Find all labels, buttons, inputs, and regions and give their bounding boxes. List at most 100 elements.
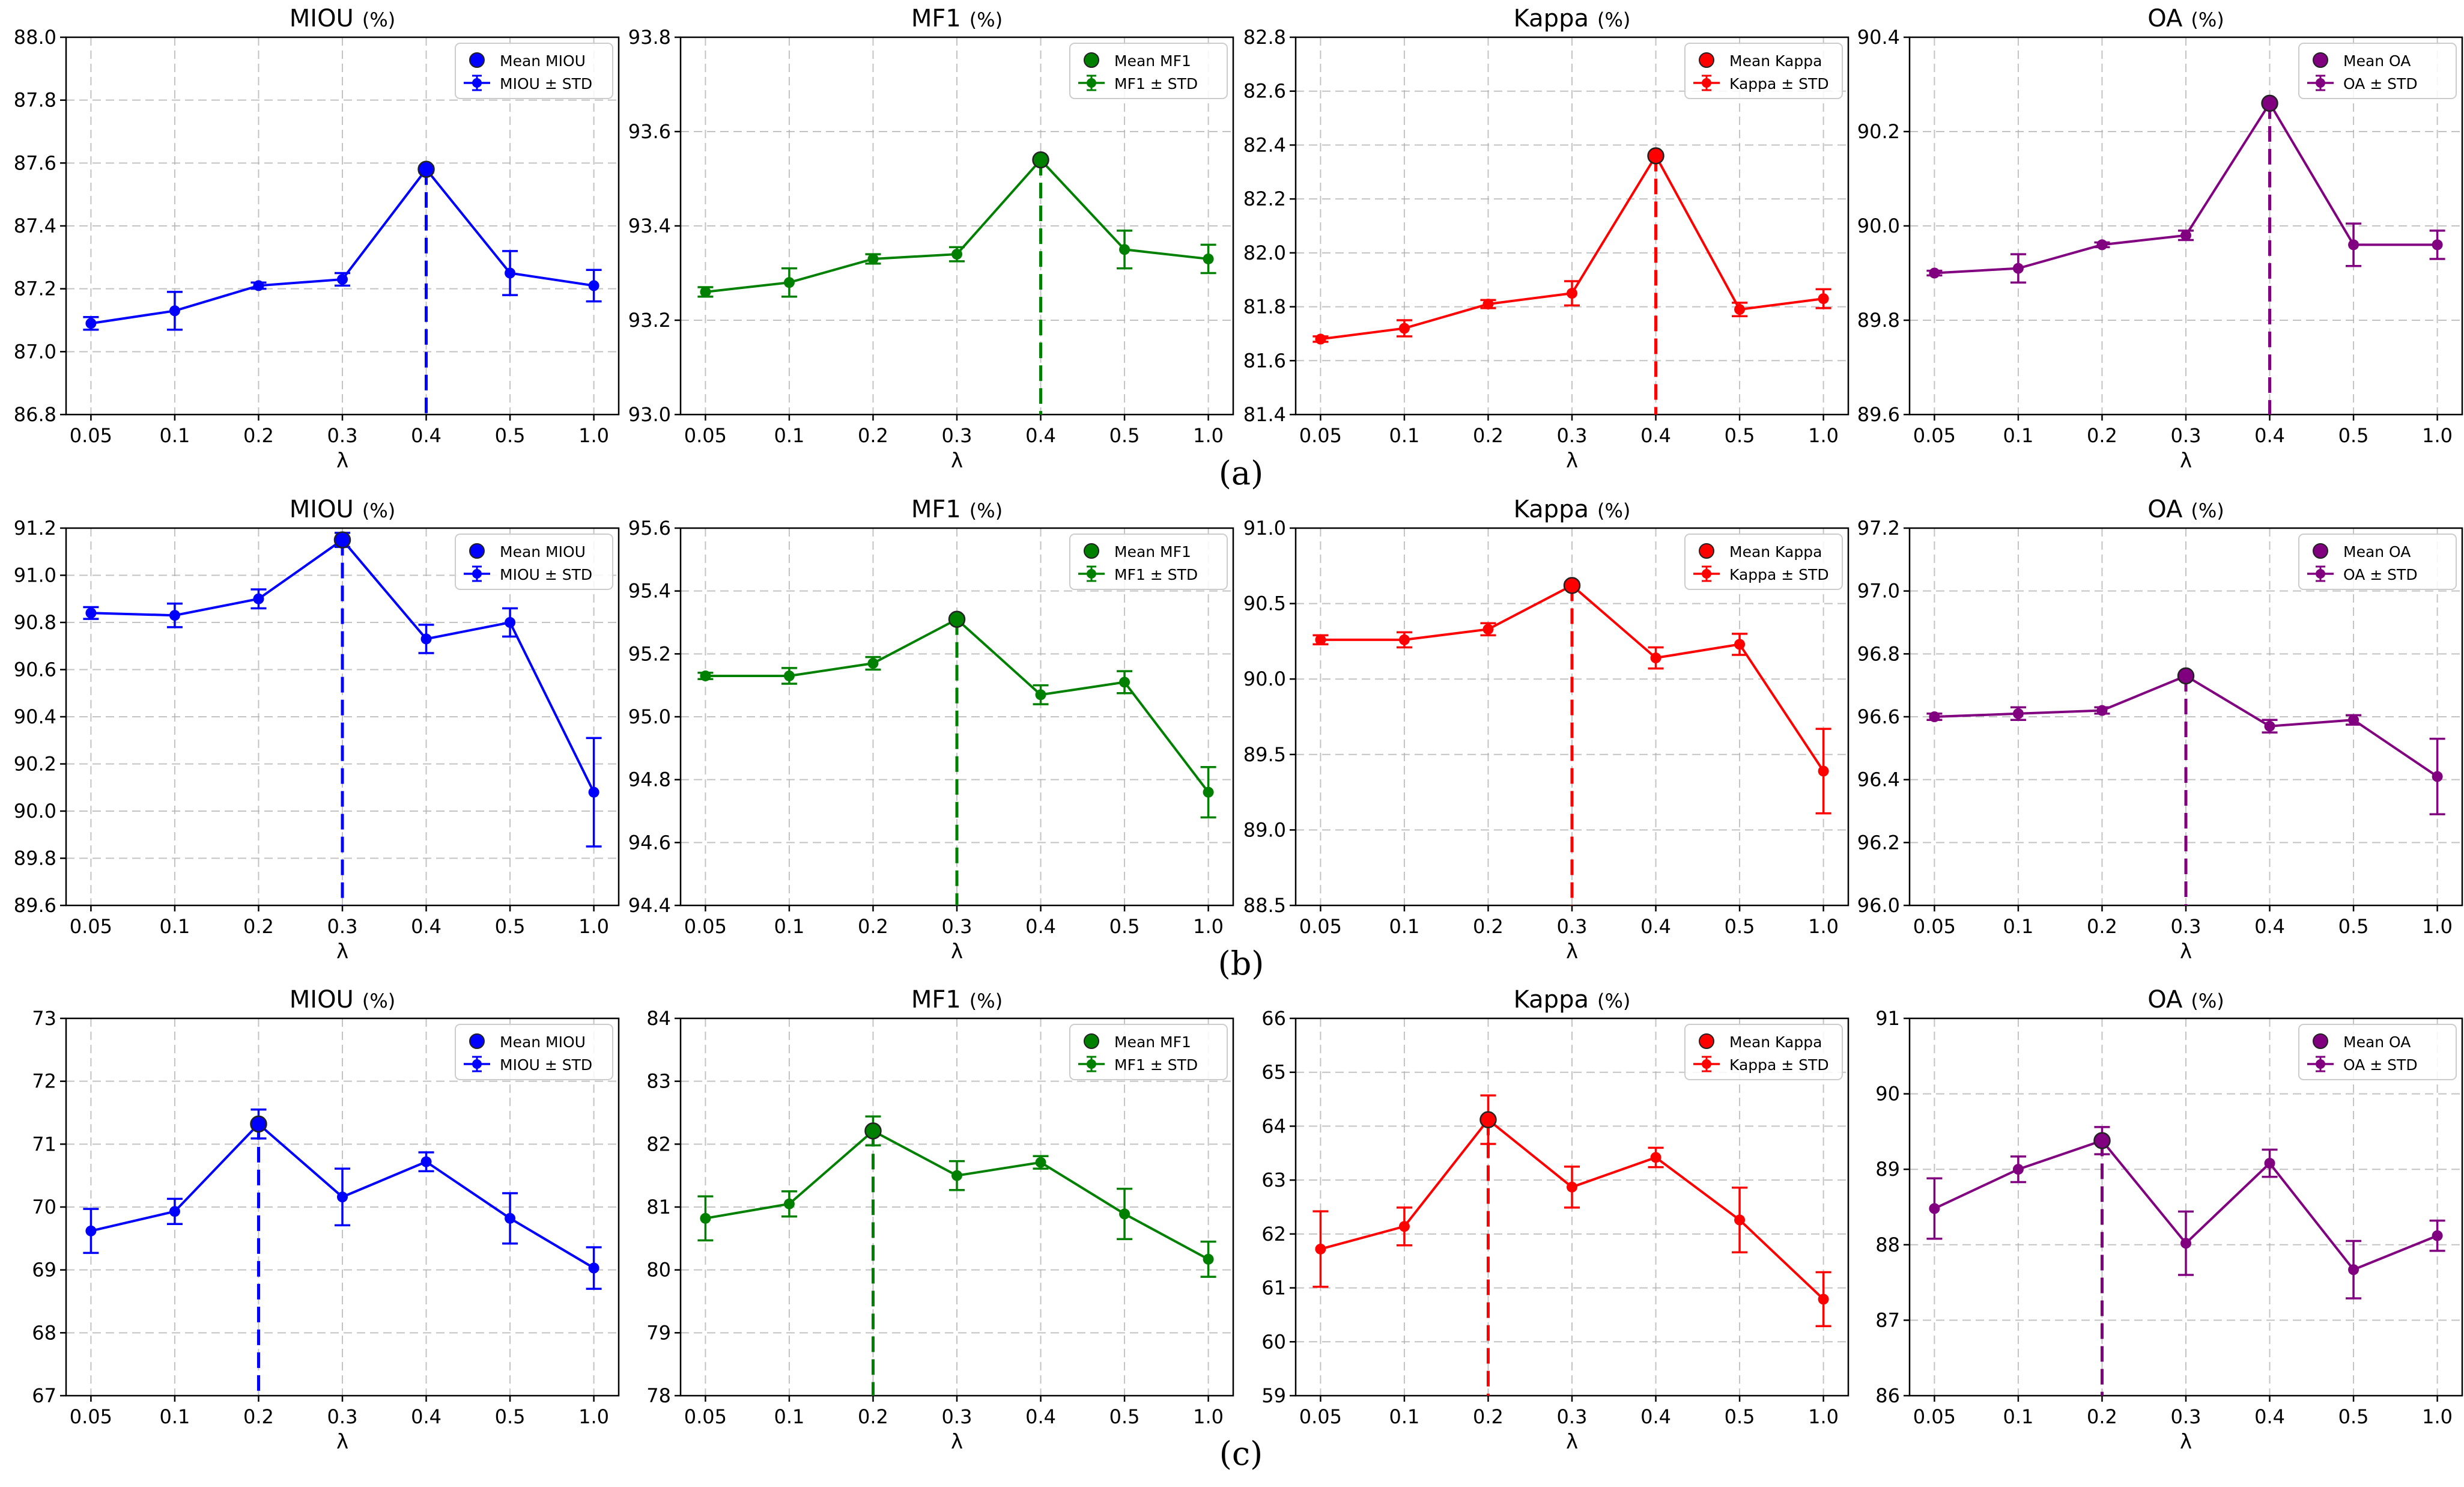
mean-point-best xyxy=(948,610,966,628)
data-point xyxy=(1119,1208,1130,1220)
x-tick-label: 1.0 xyxy=(1808,915,1839,938)
x-tick-label: 0.4 xyxy=(1640,915,1671,938)
x-tick-label: 1.0 xyxy=(1193,424,1224,447)
x-tick-label: 0.5 xyxy=(1725,1405,1755,1428)
x-tick-label: 0.3 xyxy=(327,424,358,447)
data-point xyxy=(1482,624,1494,635)
legend: Mean MIOU MIOU ± STD xyxy=(455,1024,613,1080)
mean-point-best xyxy=(1563,577,1581,594)
legend-std-marker xyxy=(472,78,482,88)
y-tick-label: 89.6 xyxy=(1857,403,1900,426)
data-point xyxy=(783,1198,795,1209)
data-point xyxy=(1650,1152,1661,1163)
x-tick-label: 1.0 xyxy=(1808,1405,1839,1428)
data-point xyxy=(169,1206,180,1217)
x-tick-label: 0.2 xyxy=(858,424,888,447)
data-point xyxy=(253,593,264,604)
legend-mean-marker xyxy=(1699,1033,1714,1049)
mean-point-best xyxy=(2177,667,2195,685)
chart-title-metric: OA xyxy=(2147,986,2183,1014)
y-tick-label: 64 xyxy=(1261,1114,1286,1137)
legend-std-marker xyxy=(2316,1059,2325,1069)
data-point xyxy=(1818,1294,1829,1305)
data-point xyxy=(1035,1157,1046,1168)
y-tick-label: 70 xyxy=(32,1196,56,1218)
y-tick-label: 82.2 xyxy=(1243,187,1286,210)
x-tick-label: 0.4 xyxy=(411,424,442,447)
y-tick-label: 80 xyxy=(646,1259,671,1282)
x-tick-label: 0.5 xyxy=(2338,1405,2369,1428)
y-tick-label: 67 xyxy=(32,1384,56,1407)
x-tick-label: 0.2 xyxy=(2087,915,2117,938)
y-tick-label: 95.6 xyxy=(628,517,671,540)
data-point xyxy=(1567,288,1577,299)
data-point xyxy=(505,617,516,628)
legend-mean-label: Mean MF1 xyxy=(1114,52,1191,70)
data-point xyxy=(2264,1158,2275,1169)
legend-std-label: MF1 ± STD xyxy=(1114,566,1198,583)
data-point xyxy=(867,253,879,264)
data-point xyxy=(337,1191,348,1203)
data-point xyxy=(1315,333,1326,345)
legend: Mean MF1 MF1 ± STD xyxy=(1069,1024,1228,1080)
data-point xyxy=(337,273,348,285)
x-tick-label: 0.1 xyxy=(1389,915,1419,938)
x-tick-label: 1.0 xyxy=(578,915,609,938)
chart-mf1-row-2: 94.4 94.6 94.8 95.0 95.2 95.4 95.6 0.05 0.1 0.2 0.… xyxy=(628,496,1234,964)
y-tick-label: 96.8 xyxy=(1857,642,1900,665)
data-point xyxy=(505,267,516,279)
legend-mean-label: Mean Kappa xyxy=(1729,1033,1822,1051)
data-point xyxy=(2012,263,2024,274)
data-point xyxy=(505,1212,516,1224)
data-point xyxy=(1203,253,1214,264)
chart-title-metric: Kappa xyxy=(1514,496,1589,523)
data-point xyxy=(867,658,879,669)
legend-mean-label: Mean Kappa xyxy=(1729,543,1822,561)
legend-std-marker xyxy=(2316,78,2325,88)
legend-std-marker xyxy=(1702,569,1711,579)
data-point xyxy=(1398,1221,1410,1232)
y-tick-label: 73 xyxy=(32,1007,56,1030)
legend-std-label: MIOU ± STD xyxy=(500,1056,592,1074)
x-tick-label: 0.05 xyxy=(684,915,727,938)
y-tick-label: 97.2 xyxy=(1857,517,1900,540)
data-point xyxy=(1567,1181,1577,1193)
x-axis-label: λ xyxy=(2180,449,2192,473)
x-tick-label: 0.3 xyxy=(327,915,358,938)
legend-std-marker xyxy=(1087,569,1096,579)
y-tick-label: 87.8 xyxy=(14,89,56,112)
y-tick-label: 88.0 xyxy=(14,26,56,49)
y-tick-label: 59 xyxy=(1261,1384,1286,1407)
x-tick-label: 0.05 xyxy=(1913,424,1956,447)
x-tick-label: 0.1 xyxy=(774,915,804,938)
y-tick-label: 90.4 xyxy=(1857,26,1900,49)
data-point xyxy=(2096,239,2108,251)
x-tick-label: 0.3 xyxy=(942,424,973,447)
legend-std-label: Kappa ± STD xyxy=(1729,75,1829,93)
x-tick-label: 1.0 xyxy=(578,1405,609,1428)
data-point xyxy=(1315,634,1326,645)
y-tick-label: 89 xyxy=(1875,1158,1900,1181)
data-point xyxy=(420,1156,432,1167)
y-tick-label: 94.8 xyxy=(628,768,671,791)
data-point xyxy=(783,670,795,681)
y-tick-label: 82.0 xyxy=(1243,242,1286,264)
mean-point-best xyxy=(864,1122,882,1140)
x-axis-label: λ xyxy=(336,449,348,473)
chart-title-metric: MF1 xyxy=(911,986,961,1014)
chart-title: OA (%) xyxy=(2147,986,2224,1014)
x-tick-label: 0.05 xyxy=(1299,424,1342,447)
legend: Mean MIOU MIOU ± STD xyxy=(455,43,613,99)
y-tick-label: 93.8 xyxy=(628,26,671,49)
y-tick-label: 63 xyxy=(1261,1169,1286,1191)
chart-title-unit: (%) xyxy=(362,8,395,31)
data-point xyxy=(169,610,180,621)
legend: Mean OA OA ± STD xyxy=(2298,1024,2457,1080)
x-tick-label: 0.3 xyxy=(2171,1405,2202,1428)
y-tick-label: 89.8 xyxy=(1857,309,1900,332)
y-tick-label: 90.0 xyxy=(14,800,56,823)
chart-title-unit: (%) xyxy=(362,499,395,522)
x-axis-label: λ xyxy=(1566,1430,1578,1454)
x-tick-label: 0.1 xyxy=(2003,1405,2033,1428)
x-tick-label: 0.2 xyxy=(1473,915,1504,938)
